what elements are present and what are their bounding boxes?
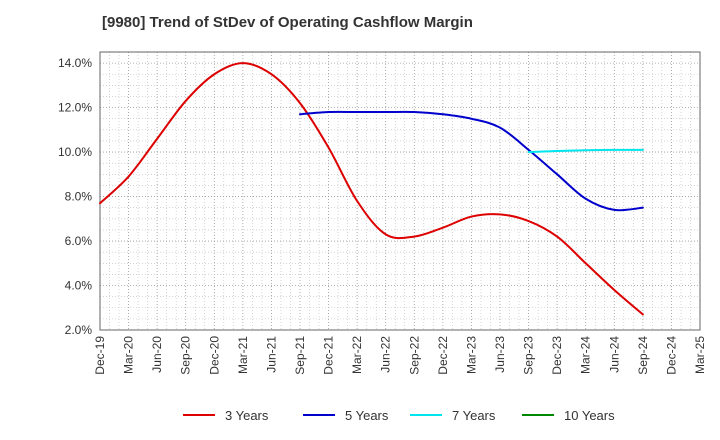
series-line-7-years — [527, 148, 644, 154]
y-tick-label: 4.0% — [65, 279, 93, 293]
x-tick-label: Jun-21 — [264, 336, 278, 373]
x-tick-label: Dec-24 — [664, 336, 678, 375]
plot-frame — [99, 51, 701, 331]
x-tick-label: Mar-23 — [464, 336, 478, 374]
x-tick-label: Dec-20 — [207, 336, 221, 375]
legend-label-5-years: 5 Years — [345, 408, 389, 423]
y-tick-label: 8.0% — [65, 190, 93, 204]
x-tick-label: Jun-24 — [607, 336, 621, 373]
x-tick-label: Mar-25 — [693, 336, 707, 374]
y-tick-label: 12.0% — [58, 101, 92, 115]
y-tick-label: 10.0% — [58, 145, 92, 159]
x-tick-label: Sep-24 — [636, 336, 650, 375]
y-tick-label: 6.0% — [65, 234, 93, 248]
legend-label-10-years: 10 Years — [564, 408, 615, 423]
x-tick-label: Jun-20 — [150, 336, 164, 373]
x-tick-label: Jun-23 — [493, 336, 507, 373]
legend-label-7-years: 7 Years — [452, 408, 496, 423]
legend-label-3-years: 3 Years — [225, 408, 269, 423]
x-tick-label: Sep-22 — [407, 336, 421, 375]
x-tick-label: Dec-21 — [322, 336, 336, 375]
x-tick-label: Mar-24 — [579, 336, 593, 374]
x-tick-label: Sep-21 — [293, 336, 307, 375]
x-tick-label: Dec-23 — [550, 336, 564, 375]
series-line-3-years — [99, 62, 644, 316]
y-tick-label: 2.0% — [65, 323, 93, 337]
x-tick-label: Mar-21 — [236, 336, 250, 374]
x-tick-label: Sep-23 — [522, 336, 536, 375]
y-tick-label: 14.0% — [58, 56, 92, 70]
x-tick-label: Mar-22 — [350, 336, 364, 374]
x-tick-label: Sep-20 — [179, 336, 193, 375]
x-tick-label: Dec-19 — [93, 336, 107, 375]
x-tick-label: Mar-20 — [122, 336, 136, 374]
x-tick-label: Jun-22 — [379, 336, 393, 373]
chart-title: [9980] Trend of StDev of Operating Cashf… — [102, 14, 473, 31]
series-line-5-years — [299, 110, 644, 212]
x-tick-label: Dec-22 — [436, 336, 450, 375]
